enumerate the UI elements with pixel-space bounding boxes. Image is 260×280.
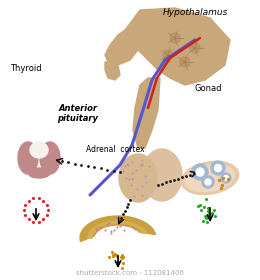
Ellipse shape xyxy=(18,142,38,174)
Circle shape xyxy=(211,161,225,175)
Ellipse shape xyxy=(181,162,239,195)
Circle shape xyxy=(214,165,222,171)
Text: shutterstock.com · 112081406: shutterstock.com · 112081406 xyxy=(76,270,184,276)
Polygon shape xyxy=(105,62,120,80)
Circle shape xyxy=(196,168,204,176)
Polygon shape xyxy=(133,78,160,148)
Polygon shape xyxy=(88,221,147,238)
Ellipse shape xyxy=(30,142,48,158)
Text: Gonad: Gonad xyxy=(194,84,222,93)
Circle shape xyxy=(221,173,231,183)
Text: Thyroid: Thyroid xyxy=(10,64,42,73)
Ellipse shape xyxy=(119,154,157,202)
Circle shape xyxy=(190,43,200,53)
Polygon shape xyxy=(105,30,138,65)
Text: Anterior
pituitary: Anterior pituitary xyxy=(57,104,99,123)
Circle shape xyxy=(170,33,180,43)
Text: Hypothalamus: Hypothalamus xyxy=(162,8,228,17)
Circle shape xyxy=(192,164,208,180)
Text: Adrenal  cortex: Adrenal cortex xyxy=(86,145,145,154)
Ellipse shape xyxy=(40,142,60,174)
Ellipse shape xyxy=(185,164,235,192)
Circle shape xyxy=(163,50,173,60)
Circle shape xyxy=(202,176,214,188)
Circle shape xyxy=(224,176,229,181)
Polygon shape xyxy=(125,8,230,85)
Polygon shape xyxy=(80,216,155,241)
Ellipse shape xyxy=(28,168,50,178)
Circle shape xyxy=(205,179,211,185)
Circle shape xyxy=(180,57,190,67)
Ellipse shape xyxy=(142,149,182,201)
